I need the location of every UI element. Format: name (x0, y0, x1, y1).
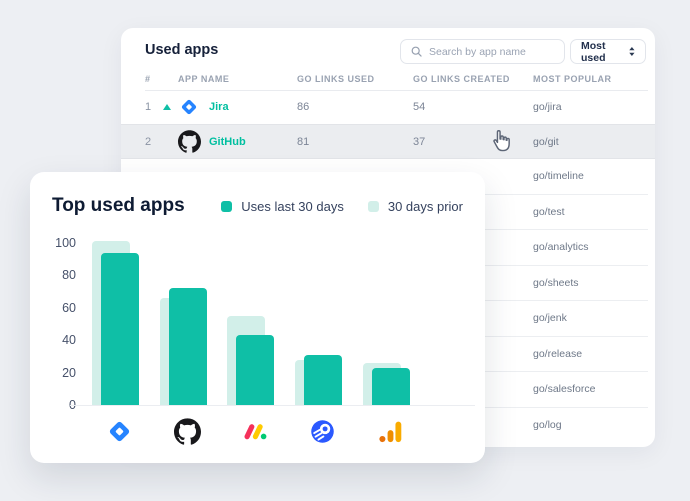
col-header-go-links-created: GO LINKS CREATED (413, 74, 510, 84)
search-input[interactable] (429, 45, 564, 58)
table-row-partial[interactable]: go/log (145, 408, 648, 444)
hand-pointer-icon (493, 130, 510, 152)
github-icon (177, 130, 201, 154)
chart-plot (85, 241, 475, 405)
app-name-link[interactable]: GitHub (209, 135, 246, 148)
up-down-caret-icon (629, 47, 635, 56)
legend-swatch (221, 201, 233, 212)
legend-label: Uses last 30 days (241, 199, 344, 214)
bar-current (168, 288, 207, 405)
chart-title: Top used apps (52, 195, 185, 216)
col-header-go-links-used: GO LINKS USED (297, 74, 375, 84)
bar-current (304, 354, 343, 405)
github-icon (173, 417, 201, 445)
chart-category-icons (30, 417, 485, 447)
bar-group (159, 243, 207, 405)
google-analytics-icon (376, 417, 404, 445)
legend-item-current: Uses last 30 days (221, 199, 344, 214)
most-popular-link[interactable]: go/log (533, 419, 562, 432)
col-header-rank: # (145, 74, 151, 84)
jira-icon (177, 95, 201, 119)
go-links-used-value: 86 (297, 101, 310, 113)
bar-group (92, 241, 139, 405)
y-tick-label: 60 (62, 300, 76, 315)
triangle-up-icon (163, 104, 171, 110)
table-row-github[interactable]: 2 GitHub 81 37 go/git (121, 124, 655, 159)
bar-current (236, 335, 275, 405)
most-popular-link[interactable]: go/jira (533, 101, 562, 113)
y-tick-label: 80 (62, 268, 76, 283)
y-tick-label: 20 (62, 365, 76, 380)
col-header-app-name: APP NAME (178, 74, 230, 84)
go-links-created-value: 37 (413, 135, 426, 148)
most-popular-link[interactable]: go/timeline (533, 170, 584, 183)
sort-dropdown[interactable]: Most used (570, 39, 646, 64)
bar-current (101, 252, 139, 405)
table-header-row: # APP NAME GO LINKS USED GO LINKS CREATE… (121, 74, 655, 90)
y-tick-label: 100 (55, 236, 76, 250)
bar-group (227, 243, 275, 405)
rocket-icon (308, 417, 336, 445)
search-input-wrapper[interactable] (400, 39, 565, 64)
go-links-used-value: 81 (297, 135, 310, 148)
monday-icon (240, 417, 268, 445)
most-popular-link[interactable]: go/analytics (533, 241, 589, 254)
bar-group (362, 243, 410, 405)
most-popular-link[interactable]: go/salesforce (533, 383, 596, 396)
row-rank: 1 (145, 101, 152, 113)
table-title: Used apps (145, 42, 219, 58)
legend-item-prior: 30 days prior (367, 199, 463, 214)
y-tick-label: 40 (62, 333, 76, 348)
sort-dropdown-label: Most used (581, 39, 606, 64)
bar-current (371, 367, 410, 405)
most-popular-link[interactable]: go/git (533, 135, 559, 148)
col-header-most-popular: MOST POPULAR (533, 74, 612, 84)
top-used-apps-card: Top used apps Uses last 30 days 30 days … (30, 172, 485, 463)
legend-swatch (367, 201, 379, 212)
app-name-link[interactable]: Jira (209, 101, 229, 113)
most-popular-link[interactable]: go/test (533, 205, 565, 218)
go-links-created-value: 54 (413, 101, 426, 113)
chart-baseline (70, 405, 475, 406)
row-rank: 2 (145, 135, 152, 148)
most-popular-link[interactable]: go/sheets (533, 276, 579, 289)
search-icon (411, 46, 422, 57)
jira-icon (105, 417, 133, 445)
legend-label: 30 days prior (387, 199, 463, 214)
table-row-jira[interactable]: 1 Jira 86 54 go/jira (121, 90, 655, 124)
chart-legend: Uses last 30 days 30 days prior (221, 199, 463, 214)
most-popular-link[interactable]: go/jenk (533, 312, 567, 325)
most-popular-link[interactable]: go/release (533, 347, 583, 360)
bar-group (295, 243, 343, 405)
header-divider (145, 90, 648, 91)
